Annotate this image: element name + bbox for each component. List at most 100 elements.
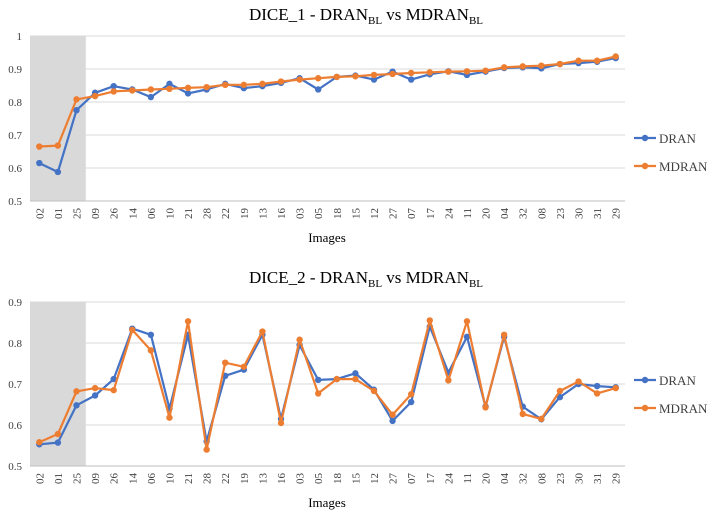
y-tick-label: 0.8 <box>8 97 22 109</box>
title-subscript: BL <box>469 278 483 290</box>
x-axis-label: Images <box>308 230 346 245</box>
data-point-dran <box>352 370 359 377</box>
title-subscript: BL <box>368 278 382 290</box>
data-point-mdran <box>593 57 601 64</box>
x-tick-label: 22 <box>220 208 232 219</box>
x-tick-label: 32 <box>518 208 530 219</box>
x-tick-label: 09 <box>90 208 102 220</box>
y-tick-label: 0.7 <box>8 379 22 391</box>
data-point-dran <box>315 86 322 93</box>
x-tick-label: 16 <box>276 208 288 220</box>
data-point-mdran <box>333 73 340 81</box>
data-point-mdran <box>73 96 80 103</box>
data-point-mdran <box>315 390 322 397</box>
data-point-mdran <box>519 410 526 418</box>
data-point-mdran <box>612 53 619 60</box>
data-point-mdran <box>203 446 210 453</box>
x-tick-label: 24 <box>443 208 455 220</box>
x-axis-label: Images <box>308 495 346 510</box>
data-point-mdran <box>296 336 303 343</box>
data-point-mdran <box>482 404 489 411</box>
chart-title: DICE_1 - DRANBL vs MDRANBL <box>249 5 483 27</box>
data-point-mdran <box>500 64 508 71</box>
legend-label: MDRAN <box>659 159 708 174</box>
x-tick-label: 18 <box>332 208 344 220</box>
data-point-dran <box>73 402 80 409</box>
data-point-mdran <box>110 386 117 394</box>
legend-label: DRAN <box>659 373 696 388</box>
data-point-mdran <box>277 78 285 85</box>
data-point-dran <box>54 439 62 446</box>
data-point-mdran <box>575 57 582 64</box>
data-point-mdran <box>73 388 80 395</box>
x-tick-label: 17 <box>425 208 437 220</box>
data-point-mdran <box>612 384 619 392</box>
data-point-mdran <box>36 143 43 150</box>
data-point-mdran <box>370 71 378 79</box>
x-tick-label: 06 <box>146 473 158 485</box>
x-tick-label: 30 <box>574 473 586 485</box>
legend-marker <box>641 134 649 142</box>
data-point-mdran <box>352 73 359 80</box>
legend-marker <box>641 376 649 384</box>
chart-dice-1: DICE_1 - DRANBL vs MDRANBL 0.50.60.70.80… <box>8 5 708 245</box>
data-point-dran <box>593 382 601 390</box>
data-point-mdran <box>36 439 43 446</box>
x-tick-label: 09 <box>90 473 102 485</box>
x-tick-label: 23 <box>555 473 567 485</box>
x-tick-label: 10 <box>164 208 176 220</box>
x-tick-label: 12 <box>369 473 381 484</box>
x-tick-label: 05 <box>313 473 325 485</box>
y-tick-label: 0.9 <box>8 297 22 309</box>
x-tick-label: 29 <box>611 208 623 220</box>
x-tick-label: 11 <box>462 473 474 484</box>
y-tick-label: 0.6 <box>8 163 22 175</box>
series-group <box>36 317 619 453</box>
x-tick-label: 20 <box>481 473 493 485</box>
data-point-mdran <box>222 81 229 89</box>
x-tick-label: 22 <box>220 473 232 484</box>
data-point-mdran <box>352 375 359 383</box>
x-tick-label: 24 <box>443 473 455 485</box>
data-point-mdran <box>333 375 340 383</box>
data-point-mdran <box>556 60 564 68</box>
data-point-mdran <box>129 326 136 334</box>
data-point-mdran <box>538 62 545 69</box>
data-point-mdran <box>445 68 452 75</box>
y-gridlines <box>30 35 625 169</box>
x-tick-label: 21 <box>183 473 195 484</box>
x-tick-labels: 02 01 25 09 26 14 06 10 21 28 22 19 13 16 03 05 18 15 12 27… <box>34 473 622 485</box>
data-point-mdran <box>166 85 173 93</box>
series-line-mdran <box>38 319 617 451</box>
data-point-dran <box>110 375 117 383</box>
data-point-mdran <box>538 415 545 423</box>
data-point-mdran <box>593 390 601 397</box>
data-point-mdran <box>277 419 285 427</box>
legend-marker <box>641 162 649 170</box>
data-point-mdran <box>370 387 378 395</box>
data-point-mdran <box>407 391 415 398</box>
data-point-mdran <box>91 92 99 100</box>
x-tick-label: 31 <box>592 208 604 219</box>
data-point-dran <box>147 331 155 338</box>
data-point-dran <box>147 93 155 101</box>
x-tick-label: 25 <box>71 208 83 220</box>
y-tick-label: 0.5 <box>8 196 22 208</box>
data-point-mdran <box>519 63 526 70</box>
y-gridlines <box>30 301 625 426</box>
data-point-mdran <box>259 80 266 88</box>
x-tick-label: 03 <box>295 208 307 220</box>
data-point-mdran <box>147 347 155 354</box>
data-point-dran <box>166 80 173 88</box>
data-point-dran <box>54 168 62 176</box>
legend: DRAN MDRAN <box>634 131 708 174</box>
data-point-dran <box>184 90 192 97</box>
data-point-mdran <box>184 84 192 92</box>
x-tick-label: 01 <box>53 208 65 219</box>
y-tick-labels: 0.5 0.6 0.7 0.8 0.9 1 <box>8 31 22 208</box>
data-point-mdran <box>463 68 471 75</box>
x-tick-label: 31 <box>592 473 604 484</box>
x-tick-label: 21 <box>183 208 195 219</box>
y-tick-label: 0.9 <box>8 64 22 76</box>
